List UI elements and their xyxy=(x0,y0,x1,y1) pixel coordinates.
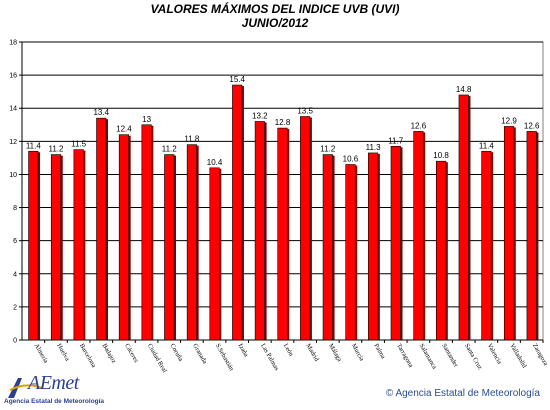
y-tick-label: 14 xyxy=(9,106,17,113)
aemet-logo-subtitle: Agencia Estatal de Meteorología xyxy=(4,398,105,405)
data-label: 11.4 xyxy=(26,141,42,150)
bar-Valladolid xyxy=(503,126,515,341)
bar-Huelva xyxy=(50,154,62,341)
y-tick-label: 4 xyxy=(13,271,17,278)
x-tick-label: Huelva xyxy=(55,343,71,363)
data-label: 10.8 xyxy=(433,151,449,160)
bar-Murcia xyxy=(345,164,356,341)
data-label: 11.2 xyxy=(162,145,178,154)
x-tick-label: Izaña xyxy=(236,343,249,359)
x-tick-label: Barcelona xyxy=(78,343,97,369)
x-tick-label: Las Palmas xyxy=(259,343,280,373)
data-label: 11.8 xyxy=(184,135,200,144)
y-tick-label: 2 xyxy=(13,304,17,311)
y-tick-label: 6 xyxy=(13,238,17,245)
data-label: 11.3 xyxy=(366,143,382,152)
x-tick-label: S.Sebastián xyxy=(214,343,236,373)
x-tick-label: Salamanca xyxy=(418,343,438,371)
data-label: 13.4 xyxy=(93,108,109,117)
bar-Madrid xyxy=(300,116,311,341)
data-label: 12.6 xyxy=(411,121,427,130)
x-tick-label: Málaga xyxy=(327,343,343,363)
bar-Barcelona xyxy=(73,149,84,341)
x-tick-label: Cáceres xyxy=(123,343,140,365)
data-label: 13.5 xyxy=(297,107,313,116)
y-tick-label: 18 xyxy=(9,40,17,47)
bar-Palma xyxy=(368,152,379,341)
x-tick-label: Valencia xyxy=(486,343,503,366)
y-tick-label: 12 xyxy=(9,139,17,146)
data-label: 12.6 xyxy=(524,121,540,130)
bar-Zaragoza xyxy=(526,131,537,341)
x-tick-label: Tarragona xyxy=(395,343,414,369)
bar-Valencia xyxy=(481,150,492,341)
bar-León xyxy=(277,127,288,341)
x-tick-label: Coruña xyxy=(169,343,185,363)
x-tick-label: Valladolid xyxy=(508,343,528,370)
x-tick-label: León xyxy=(282,343,295,359)
aemet-logo-text: AEmet xyxy=(28,372,79,394)
bar-Coruña xyxy=(164,154,175,341)
bar-Almería xyxy=(28,150,39,341)
bar-Las Palmas xyxy=(254,121,265,341)
bar-Ciudad Real xyxy=(141,124,152,341)
y-tick-label: 10 xyxy=(9,172,17,179)
data-label: 11.2 xyxy=(48,145,64,154)
bar-Tarragona xyxy=(390,146,401,341)
chart-subtitle: JUNIO/2012 xyxy=(241,16,309,30)
x-tick-label: Zaragoza xyxy=(531,343,549,368)
x-tick-label: Granada xyxy=(191,343,208,366)
y-tick-label: 8 xyxy=(13,205,17,212)
data-label: 13.2 xyxy=(252,111,268,120)
bar-Santa Cruz xyxy=(458,94,469,341)
bar-Izaña xyxy=(232,84,243,341)
x-tick-label: Ciudad Real xyxy=(146,343,168,375)
chart-title: VALORES MÁXIMOS DEL INDICE UVB (UVI) xyxy=(150,2,400,16)
x-tick-label: Santander xyxy=(440,343,459,370)
y-tick-label: 0 xyxy=(13,338,17,345)
x-tick-label: Almería xyxy=(33,343,50,365)
bar-Málaga xyxy=(322,154,333,341)
x-tick-label: Badajoz xyxy=(101,343,118,365)
x-tick-label: Palma xyxy=(372,343,386,361)
aemet-logo-icon xyxy=(8,378,43,398)
x-tick-label: Madrid xyxy=(304,343,320,364)
data-label: 15.4 xyxy=(229,75,245,84)
copyright-notice: © Agencia Estatal de Meteorología xyxy=(385,388,540,399)
x-tick-label: Santa Cruz xyxy=(463,343,483,371)
bar-S.Sebastián xyxy=(209,167,220,341)
data-label: 12.8 xyxy=(275,118,291,127)
data-label: 11.5 xyxy=(71,140,87,149)
data-label: 10.6 xyxy=(343,155,359,164)
data-label: 12.9 xyxy=(501,116,517,125)
data-label: 10.4 xyxy=(207,158,223,167)
x-tick-label: Murcia xyxy=(350,343,366,363)
bar-Santander xyxy=(436,160,447,341)
data-label: 11.4 xyxy=(479,141,495,150)
bar-Badajoz xyxy=(96,117,107,341)
bar-Salamanca xyxy=(413,131,424,341)
data-label: 11.7 xyxy=(388,136,404,145)
y-tick-label: 16 xyxy=(9,73,17,80)
data-label: 11.2 xyxy=(320,145,336,154)
data-label: 13 xyxy=(142,115,151,124)
data-label: 12.4 xyxy=(116,125,132,134)
bar-Granada xyxy=(186,144,197,341)
data-label: 14.8 xyxy=(456,85,472,94)
bar-Cáceres xyxy=(118,134,129,341)
